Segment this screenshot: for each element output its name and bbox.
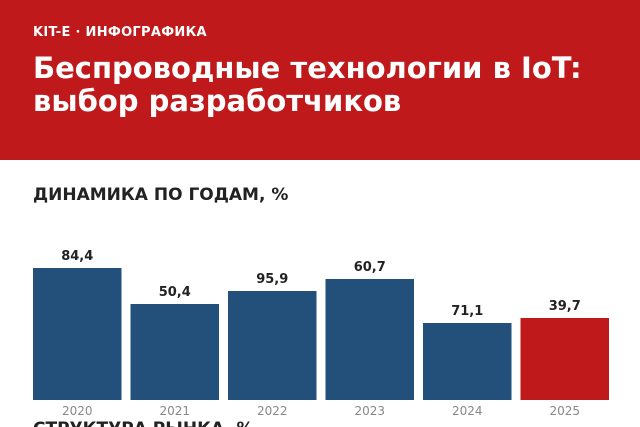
bar-value-label-2023: 60,7 [354,260,386,275]
x-tick-label-2022: 2022 [257,404,288,418]
bar-value-label-2020: 84,4 [61,249,93,264]
bar-value-label-2025: 39,7 [549,299,581,314]
section-title-dynamics: ДИНАМИКА ПО ГОДАМ, % [33,185,289,205]
x-tick-label-2024: 2024 [452,404,483,418]
x-tick-label-2021: 2021 [159,404,190,418]
bar-2021 [130,304,219,400]
x-tick-label-2023: 2023 [354,404,385,418]
bar-value-label-2021: 50,4 [159,285,191,300]
x-tick-label-2025: 2025 [549,404,580,418]
bar-2022 [228,291,317,400]
bar-2023 [325,279,414,400]
header-banner: KIT-E · ИНФОГРАФИКА Беспроводные техноло… [0,0,640,160]
page-title: Беспроводные технологии в IoT: выбор раз… [33,51,582,118]
bar-2024 [423,323,512,400]
kicker-label: KIT-E · ИНФОГРАФИКА [33,25,207,40]
section-title-structure: СТРУКТУРА РЫНКА, % [33,419,254,427]
x-tick-label-2020: 2020 [62,404,93,418]
bar-value-label-2022: 95,9 [256,272,288,287]
bar-2025 [520,318,609,400]
bar-chart: 84,4 2020 50,4 2021 95,9 2022 60,7 2023 71,1 2024… [33,249,609,418]
bar-2020 [33,268,122,400]
bar-value-label-2024: 71,1 [451,304,483,319]
